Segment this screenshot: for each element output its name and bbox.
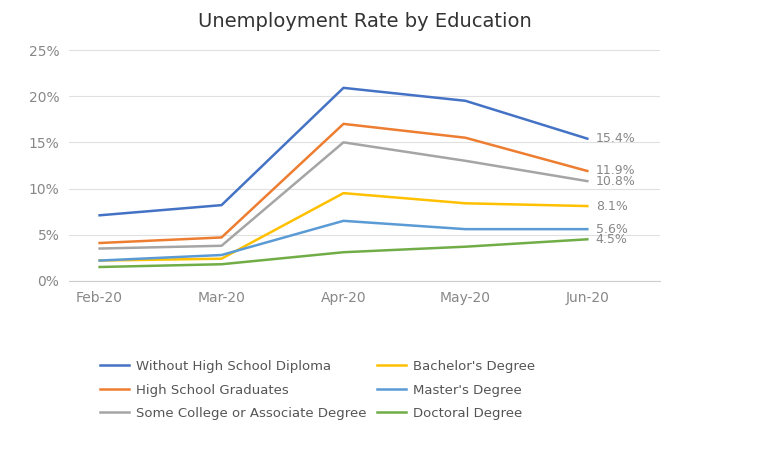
- Line: Bachelor's Degree: Bachelor's Degree: [100, 193, 588, 260]
- Bachelor's Degree: [461, 201, 470, 206]
- Some College or Associate Degree: [339, 140, 348, 145]
- Without High School Diploma: [217, 202, 226, 208]
- Line: Some College or Associate Degree: Some College or Associate Degree: [100, 142, 588, 249]
- Doctoral Degree: [583, 236, 592, 242]
- Doctoral Degree: [95, 264, 104, 270]
- Without High School Diploma: [583, 136, 592, 141]
- Title: Unemployment Rate by Education: Unemployment Rate by Education: [198, 12, 531, 31]
- Text: 15.4%: 15.4%: [596, 132, 635, 145]
- Doctoral Degree: [217, 261, 226, 267]
- Some College or Associate Degree: [583, 178, 592, 184]
- High School Graduates: [95, 240, 104, 246]
- Master's Degree: [339, 218, 348, 223]
- Master's Degree: [583, 226, 592, 232]
- Some College or Associate Degree: [95, 246, 104, 251]
- Some College or Associate Degree: [461, 158, 470, 164]
- Doctoral Degree: [461, 244, 470, 250]
- Bachelor's Degree: [339, 190, 348, 196]
- High School Graduates: [217, 235, 226, 240]
- Legend: Without High School Diploma, High School Graduates, Some College or Associate De: Without High School Diploma, High School…: [95, 355, 540, 425]
- Some College or Associate Degree: [217, 243, 226, 249]
- Doctoral Degree: [339, 250, 348, 255]
- Text: 11.9%: 11.9%: [596, 164, 635, 178]
- High School Graduates: [461, 135, 470, 140]
- Line: Master's Degree: Master's Degree: [100, 221, 588, 260]
- High School Graduates: [583, 168, 592, 173]
- Line: Doctoral Degree: Doctoral Degree: [100, 239, 588, 267]
- Text: 8.1%: 8.1%: [596, 200, 627, 212]
- Master's Degree: [95, 258, 104, 263]
- Master's Degree: [461, 226, 470, 232]
- Text: 10.8%: 10.8%: [596, 174, 636, 188]
- Bachelor's Degree: [583, 203, 592, 209]
- High School Graduates: [339, 121, 348, 126]
- Without High School Diploma: [461, 98, 470, 104]
- Without High School Diploma: [95, 212, 104, 218]
- Line: High School Graduates: High School Graduates: [100, 124, 588, 243]
- Bachelor's Degree: [217, 256, 226, 261]
- Master's Degree: [217, 252, 226, 258]
- Text: 4.5%: 4.5%: [596, 233, 627, 246]
- Line: Without High School Diploma: Without High School Diploma: [100, 88, 588, 215]
- Bachelor's Degree: [95, 258, 104, 263]
- Without High School Diploma: [339, 85, 348, 91]
- Text: 5.6%: 5.6%: [596, 222, 627, 236]
